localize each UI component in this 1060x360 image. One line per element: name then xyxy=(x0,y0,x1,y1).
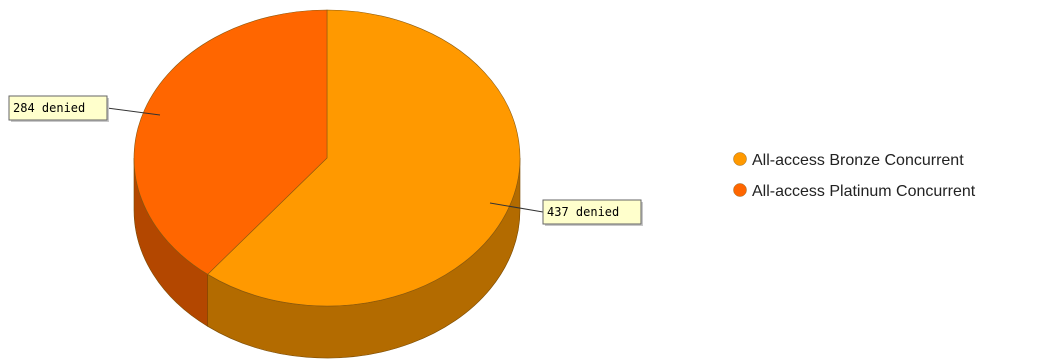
callout-leader-2 xyxy=(106,107,161,116)
callout-layer: 437 denied 284 denied xyxy=(8,95,643,226)
callout-box-2 xyxy=(8,95,108,121)
legend-label-1: All-access Bronze Concurrent xyxy=(752,152,964,169)
data-label-1: 437 denied xyxy=(547,205,619,219)
legend-label-2: All-access Platinum Concurrent xyxy=(752,183,976,200)
legend-swatch-1 xyxy=(733,152,747,166)
callout-leader-1 xyxy=(489,202,544,213)
pie-layer xyxy=(133,9,521,359)
callout-box-1 xyxy=(542,199,642,225)
data-label-2: 284 denied xyxy=(13,101,85,115)
pie-slice-2 xyxy=(133,9,328,275)
legend: All-access Bronze Concurrent All-access P… xyxy=(733,152,976,200)
legend-swatch-2 xyxy=(733,183,747,197)
